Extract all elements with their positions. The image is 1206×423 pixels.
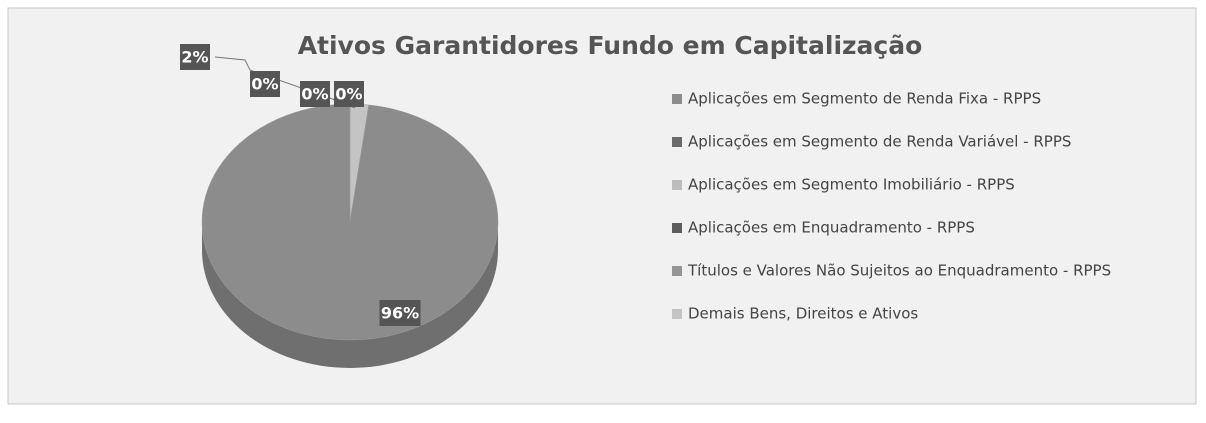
pie-side: [202, 222, 498, 368]
pie-slice: [201, 103, 499, 341]
legend-label: Aplicações em Enquadramento - RPPS: [688, 219, 975, 237]
legend-swatch: [672, 180, 682, 190]
legend-label: Aplicações em Segmento de Renda Fixa - R…: [688, 90, 1041, 108]
legend-label: Demais Bens, Direitos e Ativos: [688, 305, 918, 323]
legend-label: Aplicações em Segmento Imobiliário - RPP…: [688, 176, 1015, 194]
legend-swatch: [672, 223, 682, 233]
legend-swatch: [672, 94, 682, 104]
data-label: 0%: [251, 75, 278, 94]
data-label: 96%: [381, 304, 419, 323]
data-label: 0%: [335, 85, 362, 104]
data-label-box: [300, 81, 330, 107]
data-label-box: [180, 44, 210, 70]
chart-title: Ativos Garantidores Fundo em Capitalizaç…: [298, 31, 923, 60]
legend-swatch: [672, 309, 682, 319]
legend-label: Aplicações em Segmento de Renda Variável…: [688, 133, 1071, 151]
data-label-box: [379, 300, 421, 326]
data-label-box: [334, 81, 364, 107]
data-label-box: [250, 71, 280, 97]
legend-label: Títulos e Valores Não Sujeitos ao Enquad…: [687, 262, 1111, 280]
legend-swatch: [672, 266, 682, 276]
legend-swatch: [672, 137, 682, 147]
data-label: 2%: [181, 48, 208, 67]
data-label: 0%: [301, 85, 328, 104]
